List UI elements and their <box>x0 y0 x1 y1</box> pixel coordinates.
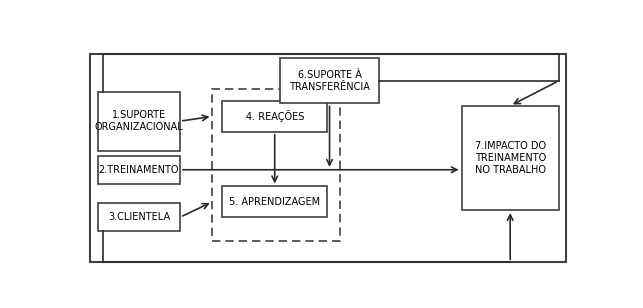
Text: 6.SUPORTE À
TRANSFERÊNCIA: 6.SUPORTE À TRANSFERÊNCIA <box>289 70 370 92</box>
FancyBboxPatch shape <box>212 89 340 241</box>
Text: 5. APRENDIZAGEM: 5. APRENDIZAGEM <box>229 197 320 207</box>
Text: 1.SUPORTE
ORGANIZACIONAL: 1.SUPORTE ORGANIZACIONAL <box>95 110 183 132</box>
FancyBboxPatch shape <box>222 101 327 132</box>
Text: 7.IMPACTO DO
TREINAMENTO
NO TRABALHO: 7.IMPACTO DO TREINAMENTO NO TRABALHO <box>475 141 546 175</box>
Text: 3.CLIENTELA: 3.CLIENTELA <box>108 212 170 222</box>
FancyBboxPatch shape <box>280 58 379 103</box>
Text: 4. REAÇÕES: 4. REAÇÕES <box>246 111 304 122</box>
FancyBboxPatch shape <box>222 186 327 217</box>
FancyBboxPatch shape <box>98 203 180 231</box>
Text: 2.TREINAMENTO: 2.TREINAMENTO <box>98 165 179 175</box>
FancyBboxPatch shape <box>462 106 559 210</box>
FancyBboxPatch shape <box>98 91 180 151</box>
FancyBboxPatch shape <box>90 54 566 262</box>
FancyBboxPatch shape <box>98 156 180 184</box>
